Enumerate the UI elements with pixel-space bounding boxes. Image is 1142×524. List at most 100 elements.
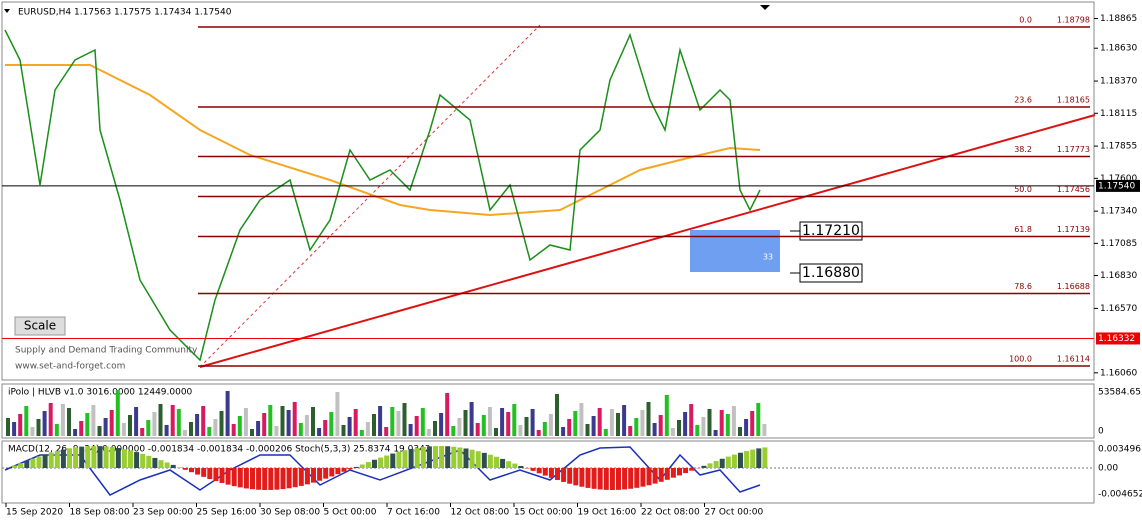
macd-bar — [658, 468, 664, 482]
macd-frame — [1, 440, 1095, 504]
volume-bar — [677, 420, 681, 436]
fib-price: 1.17773 — [1057, 145, 1090, 154]
volume-bar — [243, 408, 248, 436]
macd-bar — [591, 468, 597, 489]
volume-bar — [457, 418, 462, 436]
price-label: 1.16570 — [1100, 304, 1137, 314]
macd-bar — [30, 458, 36, 468]
fib-ratio: 23.6 — [1014, 95, 1032, 104]
scale-button-label[interactable]: Scale — [24, 319, 56, 333]
volume-bar — [189, 422, 193, 436]
volume-bar — [378, 406, 383, 436]
volume-bar — [512, 404, 517, 436]
volume-bar — [725, 414, 730, 436]
volume-bar — [420, 408, 425, 436]
volume-bar — [548, 414, 553, 436]
macd-bar — [567, 468, 573, 484]
volume-bar — [128, 415, 132, 436]
volume-bar — [719, 410, 724, 436]
macd-axis-label: 0.00 — [1098, 464, 1118, 474]
price-tag — [1096, 179, 1140, 192]
volume-bar — [652, 423, 657, 436]
volume-bar — [390, 407, 395, 436]
macd-bar — [420, 446, 426, 468]
volume-bar — [426, 429, 431, 436]
price-label: 1.17855 — [1100, 142, 1137, 152]
volume-title: iPolo | HLVB v1.0 3016.0000 12449.0000 — [8, 388, 193, 398]
macd-bar — [213, 468, 219, 482]
volume-bar — [323, 420, 328, 436]
volume-bar — [12, 422, 17, 436]
volume-bar — [396, 411, 401, 436]
macd-bar — [408, 448, 414, 468]
price-tag-label: 1.17540 — [1098, 181, 1135, 191]
macd-bar — [359, 464, 365, 468]
macd-bar — [79, 446, 85, 468]
volume-bar — [30, 427, 35, 436]
macd-bar — [518, 465, 524, 468]
price-label: 1.17600 — [1100, 174, 1137, 184]
macd-bar — [323, 468, 329, 479]
macd-bar — [280, 468, 286, 490]
macd-bar — [48, 452, 54, 468]
volume-bar — [707, 409, 712, 436]
price-label: 1.17340 — [1100, 207, 1137, 217]
volume-bar — [85, 413, 90, 436]
main-frame — [1, 1, 1095, 381]
macd-bar — [207, 468, 213, 480]
macd-bar — [744, 451, 750, 468]
time-label: 5 Oct 00:00 — [324, 508, 377, 518]
volume-bar — [42, 411, 47, 436]
macd-bar — [616, 468, 621, 490]
volume-bar — [213, 419, 218, 436]
macd-axis-label: 0.003496 — [1098, 445, 1141, 455]
volume-bar — [451, 426, 456, 436]
volume-bar — [335, 392, 340, 436]
macd-bar — [317, 468, 323, 481]
fib-price: 1.17456 — [1057, 185, 1090, 194]
macd-bar — [176, 467, 182, 468]
macd-bar — [603, 468, 609, 490]
fib-price: 1.18798 — [1057, 16, 1090, 25]
volume-bar — [164, 425, 169, 436]
macd-bar — [170, 464, 176, 468]
volume-bar — [713, 430, 718, 436]
moving-average — [5, 64, 761, 217]
macd-bar — [487, 454, 493, 468]
volume-bar — [353, 409, 358, 436]
volume-bar — [73, 429, 78, 436]
time-label: 18 Sep 08:00 — [70, 508, 130, 518]
macd-bar — [134, 452, 140, 468]
volume-bar — [542, 422, 547, 436]
volume-bar — [219, 411, 224, 436]
time-label: 23 Sep 00:00 — [133, 508, 193, 518]
macd-bar — [573, 468, 579, 486]
macd-bar — [274, 468, 280, 490]
volume-bar — [573, 411, 578, 436]
volume-bar — [701, 417, 706, 436]
macd-bar — [85, 446, 91, 468]
volume-bar — [97, 426, 102, 436]
watermark: Supply and Demand Trading Community — [15, 346, 198, 356]
volume-bar — [280, 406, 285, 436]
time-label: 25 Sep 16:00 — [197, 508, 257, 518]
volume-bar — [6, 418, 10, 436]
macd-bar — [713, 461, 719, 468]
volume-bar — [225, 391, 230, 436]
volume-bar — [372, 414, 376, 436]
volume-bar — [402, 403, 407, 436]
volume-bar — [103, 418, 108, 436]
time-label: 30 Sep 08:00 — [260, 508, 320, 518]
macd-bar — [256, 468, 262, 490]
volume-bar — [67, 408, 71, 436]
macd-bar — [353, 466, 359, 468]
macd-bar — [103, 446, 109, 468]
price-label: 1.18865 — [1100, 14, 1137, 24]
volume-bar — [60, 404, 65, 436]
macd-bar — [329, 468, 335, 477]
scale-button[interactable] — [14, 316, 66, 336]
macd-bar — [457, 447, 463, 468]
macd-bar — [738, 452, 743, 468]
volume-bar — [311, 407, 315, 436]
menu-arrow[interactable] — [4, 9, 10, 13]
